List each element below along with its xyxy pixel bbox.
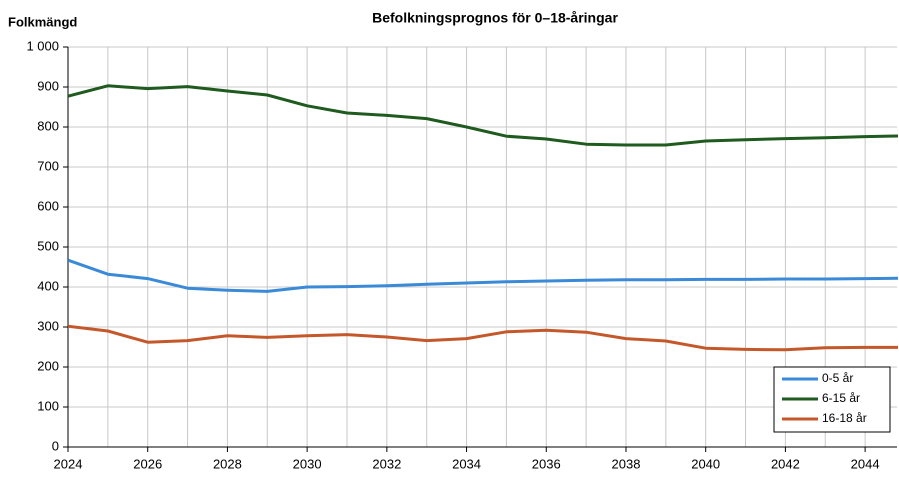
x-tick-label: 2036 (532, 456, 561, 471)
x-tick-label: 2032 (372, 456, 401, 471)
x-tick-label: 2030 (293, 456, 322, 471)
y-tick-label: 100 (37, 398, 59, 413)
x-tick-label: 2024 (54, 456, 83, 471)
y-tick-label: 400 (37, 278, 59, 293)
legend-label: 6-15 år (822, 391, 860, 405)
chart-title: Befolkningsprognos för 0–18-åringar (372, 10, 618, 26)
y-tick-label: 800 (37, 118, 59, 133)
y-tick-label: 0 (52, 438, 59, 453)
x-tick-label: 2042 (771, 456, 800, 471)
y-tick-label: 500 (37, 238, 59, 253)
y-tick-label: 300 (37, 318, 59, 333)
y-tick-label: 900 (37, 78, 59, 93)
legend-label: 0-5 år (822, 371, 853, 385)
y-tick-label: 700 (37, 158, 59, 173)
y-tick-label: 600 (37, 198, 59, 213)
series-line (68, 84, 898, 147)
x-tick-label: 2028 (213, 456, 242, 471)
y-tick-label: 1 000 (26, 38, 59, 53)
series-line (68, 324, 898, 352)
x-tick-label: 2040 (691, 456, 720, 471)
legend-label: 16-18 år (822, 411, 867, 425)
y-axis-label: Folkmängd (8, 14, 77, 29)
y-tick-label: 200 (37, 358, 59, 373)
x-tick-label: 2026 (133, 456, 162, 471)
x-tick-label: 2044 (851, 456, 880, 471)
x-tick-label: 2038 (612, 456, 641, 471)
series-line (68, 258, 898, 293)
x-tick-label: 2034 (452, 456, 481, 471)
